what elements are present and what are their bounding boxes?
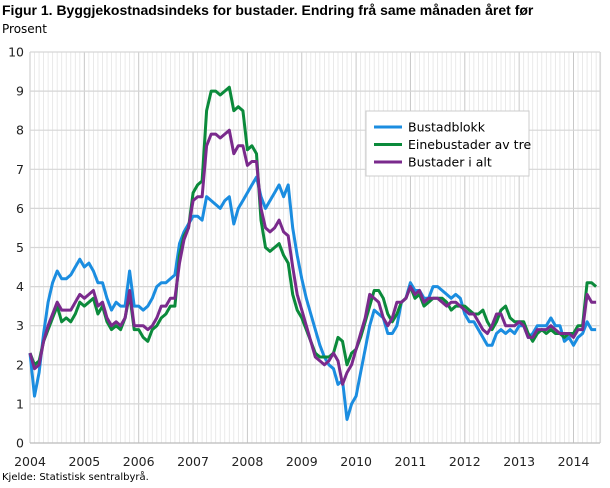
x-tick-label: 2007	[177, 454, 209, 469]
x-tick-label: 2011	[395, 454, 427, 469]
x-tick-label: 2005	[68, 454, 100, 469]
y-tick-label: 4	[16, 279, 24, 294]
x-tick-label: 2014	[558, 454, 590, 469]
series-lines	[28, 85, 598, 421]
series-line-2	[28, 128, 597, 386]
x-tick-label: 2006	[123, 454, 155, 469]
y-axis-label: Prosent	[2, 22, 47, 36]
y-axis-ticks: 0 1 2 3 4 5 6 7 8 9 10	[8, 45, 24, 451]
legend: Bustadblokk Einebustader av tre Bustader i…	[365, 110, 531, 177]
legend-label: Bustader i alt	[408, 155, 492, 170]
x-axis-ticks: 2004 2005 2006 2007 2008 2009 2010 2011 2012 2013…	[14, 454, 589, 469]
y-tick-label: 1	[16, 396, 24, 411]
y-tick-label: 6	[16, 201, 24, 216]
y-tick-label: 0	[16, 436, 24, 451]
series-line-0	[28, 175, 597, 421]
y-tick-label: 9	[16, 84, 24, 99]
x-tick-label: 2008	[231, 454, 263, 469]
y-tick-label: 10	[8, 45, 24, 60]
legend-label: Bustadblokk	[408, 120, 486, 135]
x-tick-label: 2010	[340, 454, 372, 469]
x-tick-label: 2012	[449, 454, 481, 469]
chart-title: Figur 1. Byggjekostnadsindeks for bustad…	[2, 2, 534, 18]
grid	[29, 51, 602, 444]
x-tick-label: 2004	[14, 454, 46, 469]
y-tick-label: 7	[16, 162, 24, 177]
source-note: Kjelde: Statistisk sentralbyrå.	[2, 472, 149, 483]
x-tick-label: 2009	[286, 454, 318, 469]
legend-label: Einebustader av tre	[408, 137, 531, 152]
y-tick-label: 8	[16, 123, 24, 138]
x-tick-label: 2013	[503, 454, 535, 469]
y-tick-label: 2	[16, 357, 24, 372]
y-tick-label: 5	[16, 240, 24, 255]
y-tick-label: 3	[16, 318, 24, 333]
